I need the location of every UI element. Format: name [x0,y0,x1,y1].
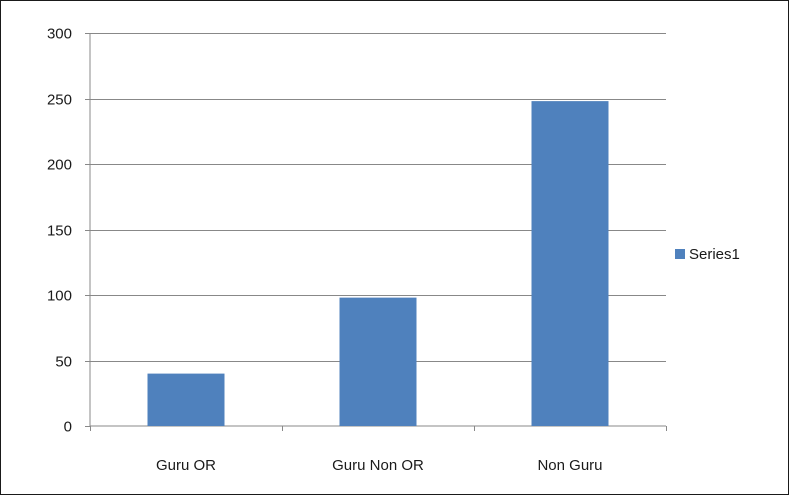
legend-label: Series1 [689,246,740,263]
x-tick-label: Guru Non OR [332,457,424,474]
legend-swatch [675,249,685,259]
y-tick-label: 100 [47,288,72,305]
y-tick-label: 0 [64,419,72,436]
x-tick-label: Guru OR [156,457,216,474]
y-tick-label: 200 [47,157,72,174]
y-tick-label: 250 [47,92,72,109]
y-tick-labels: 0 50 100 150 200 250 300 [47,26,72,436]
x-tick-labels: Guru OR Guru Non OR Non Guru [156,457,603,474]
bar [339,297,417,426]
bar [147,373,225,426]
bars [147,101,609,427]
x-tick-label: Non Guru [537,457,602,474]
y-tick-label: 150 [47,223,72,240]
y-tick-label: 50 [55,354,72,371]
bar [531,101,609,427]
y-tick-label: 300 [47,26,72,43]
legend: Series1 [675,246,740,263]
